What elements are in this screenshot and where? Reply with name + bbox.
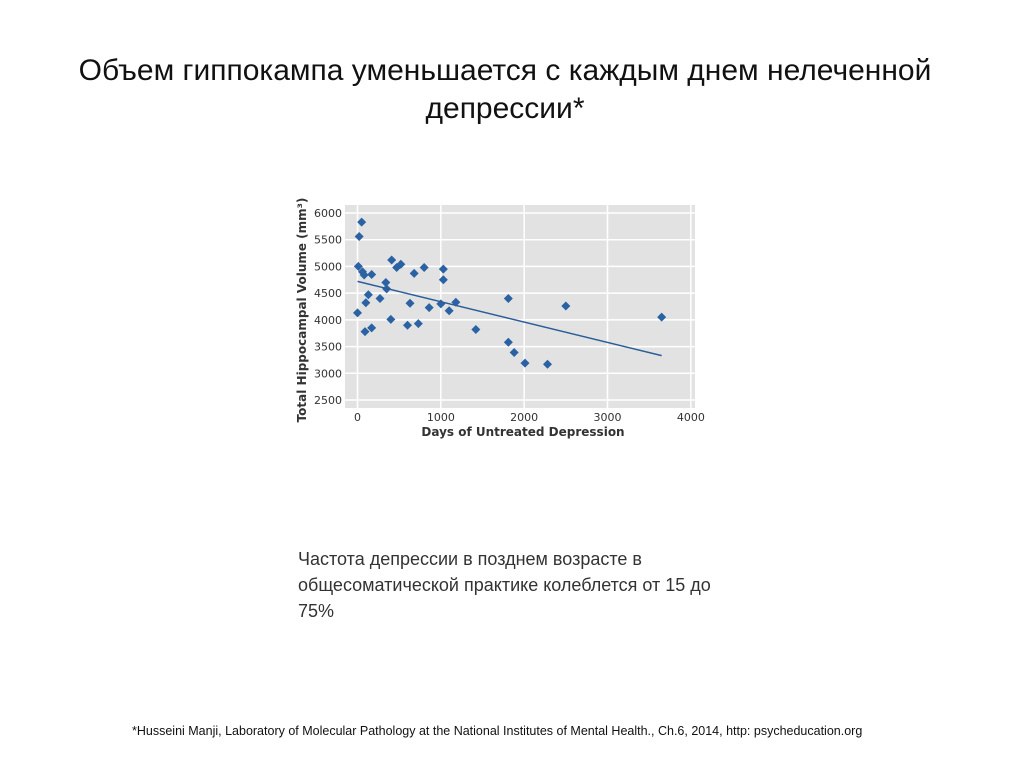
data-point xyxy=(353,261,363,271)
x-tick-label: 2000 xyxy=(510,411,538,424)
data-point xyxy=(451,297,461,307)
data-point xyxy=(543,359,552,369)
y-tick-label: 3000 xyxy=(314,367,342,380)
y-tick-label: 5000 xyxy=(314,260,342,273)
data-point xyxy=(509,347,519,357)
data-point xyxy=(424,303,434,313)
data-point xyxy=(363,290,373,300)
y-tick-label: 6000 xyxy=(314,207,342,220)
slide-title: Объем гиппокампа уменьшается с каждым дн… xyxy=(78,54,932,125)
footnote: *Husseini Manji, Laboratory of Molecular… xyxy=(132,724,863,738)
data-point xyxy=(361,298,371,308)
data-point xyxy=(403,320,412,330)
data-point xyxy=(360,327,370,337)
data-point xyxy=(359,270,369,280)
data-point xyxy=(396,259,406,269)
data-point xyxy=(438,264,448,274)
y-tick-label: 4500 xyxy=(314,287,342,300)
x-axis-label: Days of Untreated Depression xyxy=(421,425,624,439)
y-tick-label: 4000 xyxy=(314,314,342,327)
x-tick-label: 0 xyxy=(354,411,361,424)
scatter-chart: 0 1000 2000 3000 4000 2500 3000 3500 4000 4500 500… xyxy=(295,198,705,439)
data-point xyxy=(520,358,530,368)
y-tick-label: 5500 xyxy=(314,234,342,247)
trend-line xyxy=(357,280,662,357)
data-point xyxy=(357,217,367,227)
data-point xyxy=(367,323,377,333)
data-point xyxy=(503,337,513,347)
data-point xyxy=(367,269,377,279)
y-axis-label: Total Hippocampal Volume (mm³) xyxy=(295,198,309,423)
x-tick-label: 1000 xyxy=(427,411,455,424)
data-point xyxy=(354,232,364,242)
data-point xyxy=(419,263,429,273)
data-point xyxy=(561,301,571,311)
data-point xyxy=(381,277,391,287)
data-point xyxy=(386,314,396,324)
data-point xyxy=(503,293,513,303)
data-point xyxy=(471,324,481,334)
data-point xyxy=(387,255,397,265)
data-point xyxy=(405,298,415,308)
note-text: Частота депрессии в позднем возрасте в о… xyxy=(298,549,711,621)
y-tick-label: 2500 xyxy=(314,394,342,407)
plot-background xyxy=(345,205,695,408)
data-point xyxy=(657,312,667,322)
data-point xyxy=(413,319,423,329)
data-point xyxy=(353,308,362,318)
data-point xyxy=(444,306,454,316)
data-point xyxy=(438,275,448,285)
x-tick-label: 4000 xyxy=(677,411,705,424)
data-point xyxy=(375,293,385,303)
y-tick-label: 3500 xyxy=(314,341,342,354)
x-tick-label: 3000 xyxy=(594,411,622,424)
